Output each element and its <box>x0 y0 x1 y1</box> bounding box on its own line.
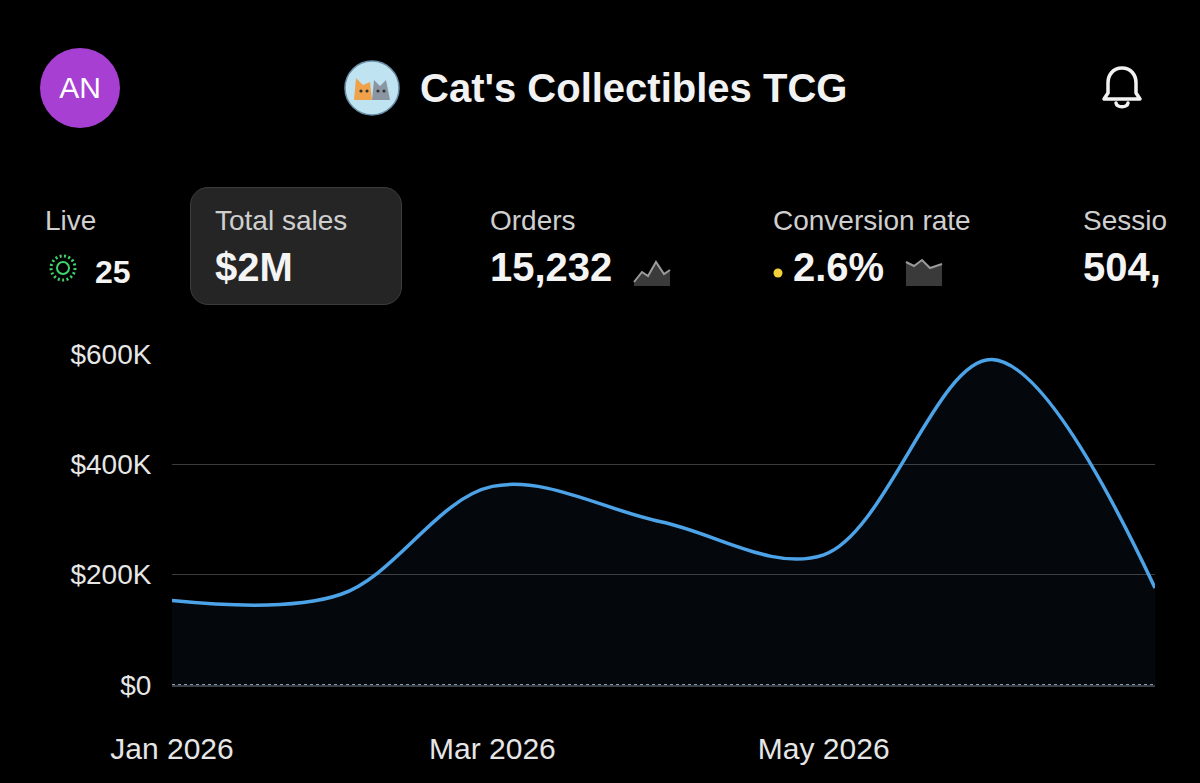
html-text:Sessio: Sessio <box>1083 205 1167 236</box>
html-text:Conversion rate: Conversion rate <box>773 205 971 236</box>
svg-text:$200K: $200K <box>70 559 151 590</box>
svg-text:Jan 2026: Jan 2026 <box>110 732 233 765</box>
html-text:AN: AN <box>59 71 101 104</box>
html-text:$2M: $2M <box>215 245 293 289</box>
svg-text:May 2026: May 2026 <box>758 732 890 765</box>
html-text:504,: 504, <box>1083 245 1161 289</box>
html-text:Total sales: Total sales <box>215 205 348 236</box>
html-text:25: 25 <box>95 254 131 290</box>
html-text:15,232: 15,232 <box>490 245 613 289</box>
svg-text:$600K: $600K <box>70 339 151 370</box>
html-text:Cat's Collectibles TCG: Cat's Collectibles TCG <box>420 66 848 110</box>
html-text:2.6%: 2.6% <box>793 245 885 289</box>
html-text:Live: Live <box>45 205 97 236</box>
svg-text:$400K: $400K <box>70 449 151 480</box>
svg-text:$0: $0 <box>120 670 151 701</box>
svg-text:Mar 2026: Mar 2026 <box>429 732 556 765</box>
html-text:Orders: Orders <box>490 205 576 236</box>
